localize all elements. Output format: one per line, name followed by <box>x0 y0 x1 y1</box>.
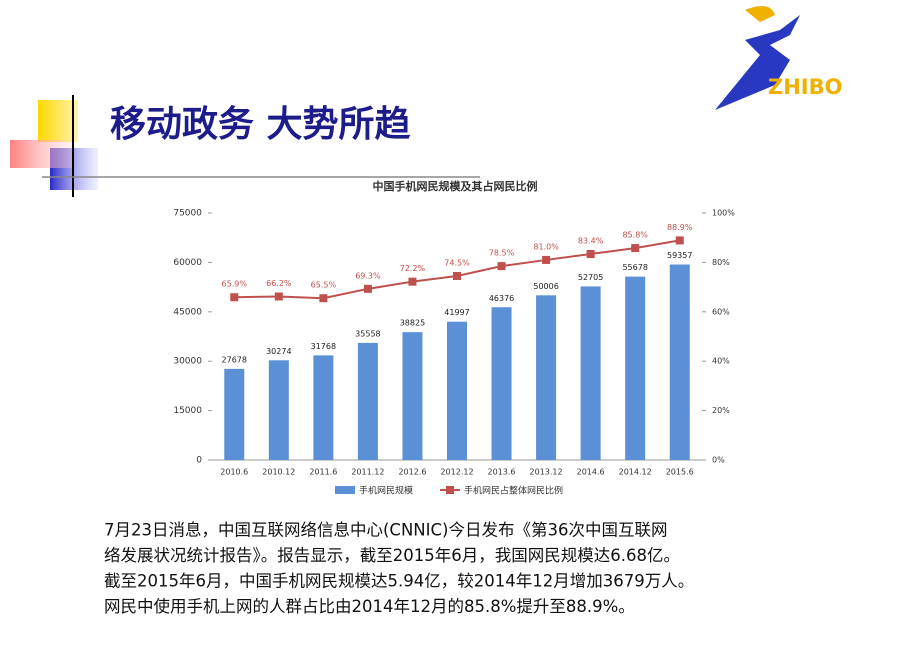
y-tick-label: 15000 <box>173 406 202 416</box>
line-marker <box>408 277 417 286</box>
y2-tick-label: 20% <box>712 406 730 415</box>
paragraph-line: 网民中使用手机上网的人群占比由2014年12月的85.8%提升至88.9%。 <box>104 597 635 616</box>
bar <box>625 276 646 460</box>
x-tick-label: 2011.12 <box>351 468 384 477</box>
x-tick-label: 2014.12 <box>619 468 652 477</box>
bar <box>313 355 334 460</box>
x-tick-label: 2013.6 <box>488 468 516 477</box>
x-tick-label: 2010.12 <box>262 468 295 477</box>
line-label: 83.4% <box>578 237 604 246</box>
bar <box>402 332 423 460</box>
bar-label: 46376 <box>489 294 514 303</box>
line-label: 72.2% <box>400 264 426 273</box>
legend-label: 手机网民规模 <box>359 485 413 497</box>
x-tick-label: 2012.6 <box>398 468 426 477</box>
line-marker <box>363 284 372 293</box>
x-tick-label: 2010.6 <box>220 468 248 477</box>
bar <box>268 360 289 460</box>
logo-text: ZHIBO <box>768 75 842 99</box>
deco <box>38 100 78 142</box>
line-label: 78.5% <box>489 249 515 258</box>
y-tick-label: 45000 <box>173 307 202 317</box>
bar-label: 59357 <box>667 251 692 260</box>
y2-tick-label: 0% <box>712 456 725 465</box>
bar-label: 52705 <box>578 273 603 282</box>
line-label: 81.0% <box>533 242 559 251</box>
legend-swatch <box>335 486 355 494</box>
y-tick-label: 60000 <box>173 258 202 268</box>
legend-swatch <box>446 486 454 494</box>
line-marker <box>497 262 506 271</box>
line-marker <box>319 294 328 303</box>
bar <box>357 342 378 460</box>
bar-label: 50006 <box>533 282 558 291</box>
chart-title: 中国手机网民规模及其占网民比例 <box>373 179 538 193</box>
line-marker <box>631 244 640 253</box>
y-tick-label: 30000 <box>173 357 202 367</box>
line-label: 69.3% <box>355 271 381 280</box>
bar-label: 35558 <box>355 329 380 338</box>
bar <box>224 368 245 460</box>
bar <box>447 321 467 460</box>
line-label: 85.8% <box>622 231 648 240</box>
line-marker <box>586 250 595 259</box>
line-label: 66.2% <box>266 279 292 288</box>
bar-label: 31768 <box>311 342 336 351</box>
logo-mark <box>715 15 800 110</box>
paragraph-line: 络发展状况统计报告》。报告显示，截至2015年6月，我国网民规模达6.68亿。 <box>104 546 680 565</box>
bar <box>491 307 512 460</box>
logo-mark <box>745 6 775 22</box>
bar <box>580 286 601 460</box>
legend-label: 手机网民占整体网民比例 <box>464 485 563 497</box>
bar-label: 55678 <box>622 263 647 272</box>
bar <box>536 295 557 460</box>
line-label: 65.5% <box>311 281 337 290</box>
paragraph-line: 7月23日消息，中国互联网络信息中心(CNNIC)今日发布《第36次中国互联网 <box>104 521 667 540</box>
slide-title: 移动政务 大势所趋 <box>110 103 411 145</box>
bar-label: 38825 <box>400 319 425 328</box>
line <box>234 239 680 300</box>
paragraph-line: 截至2015年6月，中国手机网民规模达5.94亿，较2014年12月增加3679… <box>104 572 694 591</box>
x-tick-label: 2012.12 <box>440 468 473 477</box>
line-marker <box>675 236 684 245</box>
bar <box>669 264 690 460</box>
y2-tick-label: 60% <box>712 307 730 316</box>
x-tick-label: 2015.6 <box>666 468 694 477</box>
y-tick-label: 0 <box>196 456 202 466</box>
line-marker <box>542 255 551 264</box>
x-tick-label: 2011.6 <box>309 468 337 477</box>
y2-tick-label: 80% <box>712 258 730 267</box>
y2-tick-label: 100% <box>712 209 735 218</box>
bar-label: 27678 <box>222 355 247 364</box>
bar-label: 30274 <box>266 347 291 356</box>
x-tick-label: 2013.12 <box>530 468 563 477</box>
line-marker <box>230 293 239 302</box>
x-tick-label: 2014.6 <box>577 468 605 477</box>
y-tick-label: 75000 <box>173 209 202 219</box>
line-marker <box>274 292 283 301</box>
line-label: 65.9% <box>222 280 248 289</box>
line-label: 74.5% <box>444 258 470 267</box>
line-label: 88.9% <box>667 223 693 232</box>
bar-label: 41997 <box>444 308 469 317</box>
line-marker <box>453 271 461 280</box>
deco <box>10 140 72 168</box>
y2-tick-label: 40% <box>712 357 730 366</box>
